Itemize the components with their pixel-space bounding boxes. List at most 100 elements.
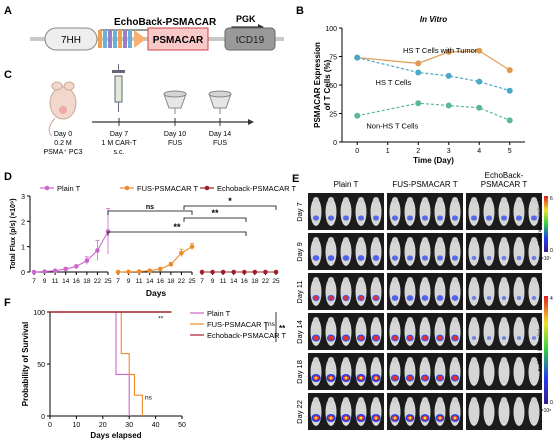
luminescence-core <box>392 375 398 381</box>
mouse-head <box>358 397 364 403</box>
mouse-body <box>528 398 540 426</box>
mouse-head <box>531 397 537 403</box>
mouse-body <box>513 238 525 266</box>
y-tick-label: 25 <box>329 112 337 119</box>
mouse-head <box>422 197 428 203</box>
timeline-arrowhead <box>248 119 254 125</box>
mouse-head <box>313 397 319 403</box>
timeline-detail-label: 1 M CAR-T <box>102 140 138 147</box>
color-scale-bar <box>544 296 548 404</box>
mouse-head <box>531 357 537 363</box>
mouse-head <box>328 397 334 403</box>
mouse-head <box>373 317 379 323</box>
x-tick-label: 9 <box>43 278 47 285</box>
x-tick-label: 14 <box>230 278 238 285</box>
luminescence-signal <box>327 255 335 261</box>
construct-title: EchoBack-PSMACAR <box>114 17 217 28</box>
x-tick-label: 5 <box>508 148 512 155</box>
mouse-head <box>471 397 477 403</box>
data-point <box>42 269 47 274</box>
mouse-body <box>468 278 480 306</box>
luminescence-signal <box>451 215 459 221</box>
mouse-head <box>516 277 522 283</box>
survival-curve <box>50 311 143 416</box>
y-tick-label: 3 <box>21 194 25 201</box>
luminescence-signal <box>515 215 523 221</box>
box-tcd19 <box>224 27 276 51</box>
x-tick-label: 16 <box>241 278 249 285</box>
data-point <box>231 269 237 275</box>
luminescence-signal <box>486 295 492 301</box>
mouse-head <box>486 397 492 403</box>
x-tick-label: 11 <box>136 278 143 285</box>
luminescence-peak <box>314 376 318 380</box>
mouse-head <box>531 237 537 243</box>
mouse-head <box>313 277 319 283</box>
mouse-body <box>498 278 510 306</box>
luminescence-peak <box>423 416 427 420</box>
data-point <box>506 67 513 74</box>
luminescence-core <box>373 296 379 300</box>
data-point <box>354 54 361 61</box>
mouse-body <box>528 278 540 306</box>
data-point <box>63 266 69 272</box>
mouse-head <box>313 317 319 323</box>
luminescence-core <box>328 296 334 300</box>
mouse-head <box>392 197 398 203</box>
luminescence-signal <box>436 215 444 221</box>
legend-label: FUS-PSMACAR T <box>137 184 199 193</box>
color-scale-label: Radiance (p/s/cm²/sr) <box>537 202 542 246</box>
data-point <box>252 269 258 275</box>
mouse-head <box>343 397 349 403</box>
y-axis-label: Probability of Survival <box>21 322 30 406</box>
luminescence-core <box>437 335 443 341</box>
chart-title: In Vitro <box>420 15 447 24</box>
mouse-head <box>343 277 349 283</box>
x-tick-label: 2 <box>416 148 420 155</box>
y-tick-label: 2 <box>21 219 25 226</box>
mouse-head <box>531 277 537 283</box>
x-axis-label: Time (Day) <box>413 156 454 165</box>
mouse-body <box>468 318 480 346</box>
panel-f-letter: F <box>4 297 11 309</box>
data-point <box>263 269 268 275</box>
luminescence-core <box>452 375 458 381</box>
x-tick-label: 25 <box>188 278 196 285</box>
luminescence-peak <box>359 376 363 380</box>
timeline-detail-label: FUS <box>168 140 182 147</box>
mouse-body <box>468 238 480 266</box>
x-tick-label: 40 <box>152 422 160 429</box>
luminescence-peak <box>453 416 457 420</box>
mouse-head <box>328 357 334 363</box>
significance-bracket <box>107 231 247 236</box>
y-tick-label: 0 <box>333 140 337 147</box>
significance-bracket <box>183 217 247 222</box>
timeline-detail-label: 0.2 M <box>54 140 72 147</box>
mouse-head <box>392 277 398 283</box>
y-tick-label: 50 <box>37 362 45 369</box>
mouse-body <box>513 318 525 346</box>
mouse-head <box>452 397 458 403</box>
panel-b-letter: B <box>296 5 304 17</box>
mouse-head <box>516 317 522 323</box>
panel-d-letter: D <box>4 171 12 183</box>
mouse-body <box>483 238 495 266</box>
luminescence-signal <box>485 215 493 221</box>
mouse-head <box>486 197 492 203</box>
mouse-body <box>513 278 525 306</box>
y-tick-label: 100 <box>325 26 337 33</box>
x-tick-label: 9 <box>127 278 131 285</box>
luminescence-signal <box>471 295 477 301</box>
row-label: Day 18 <box>295 360 304 384</box>
luminescence-peak <box>359 416 363 420</box>
timeline-day-label: Day 0 <box>54 131 72 138</box>
mouse-head <box>452 317 458 323</box>
x-tick-label: 3 <box>447 148 451 155</box>
color-scale-unit: ×10⁸ <box>541 408 552 414</box>
mouse-body <box>468 398 480 426</box>
mouse-head <box>531 317 537 323</box>
row-label: Day 7 <box>295 202 304 222</box>
mouse-head <box>437 357 443 363</box>
timeline-day-label: Day 14 <box>209 131 231 138</box>
mouse-head <box>313 197 319 203</box>
